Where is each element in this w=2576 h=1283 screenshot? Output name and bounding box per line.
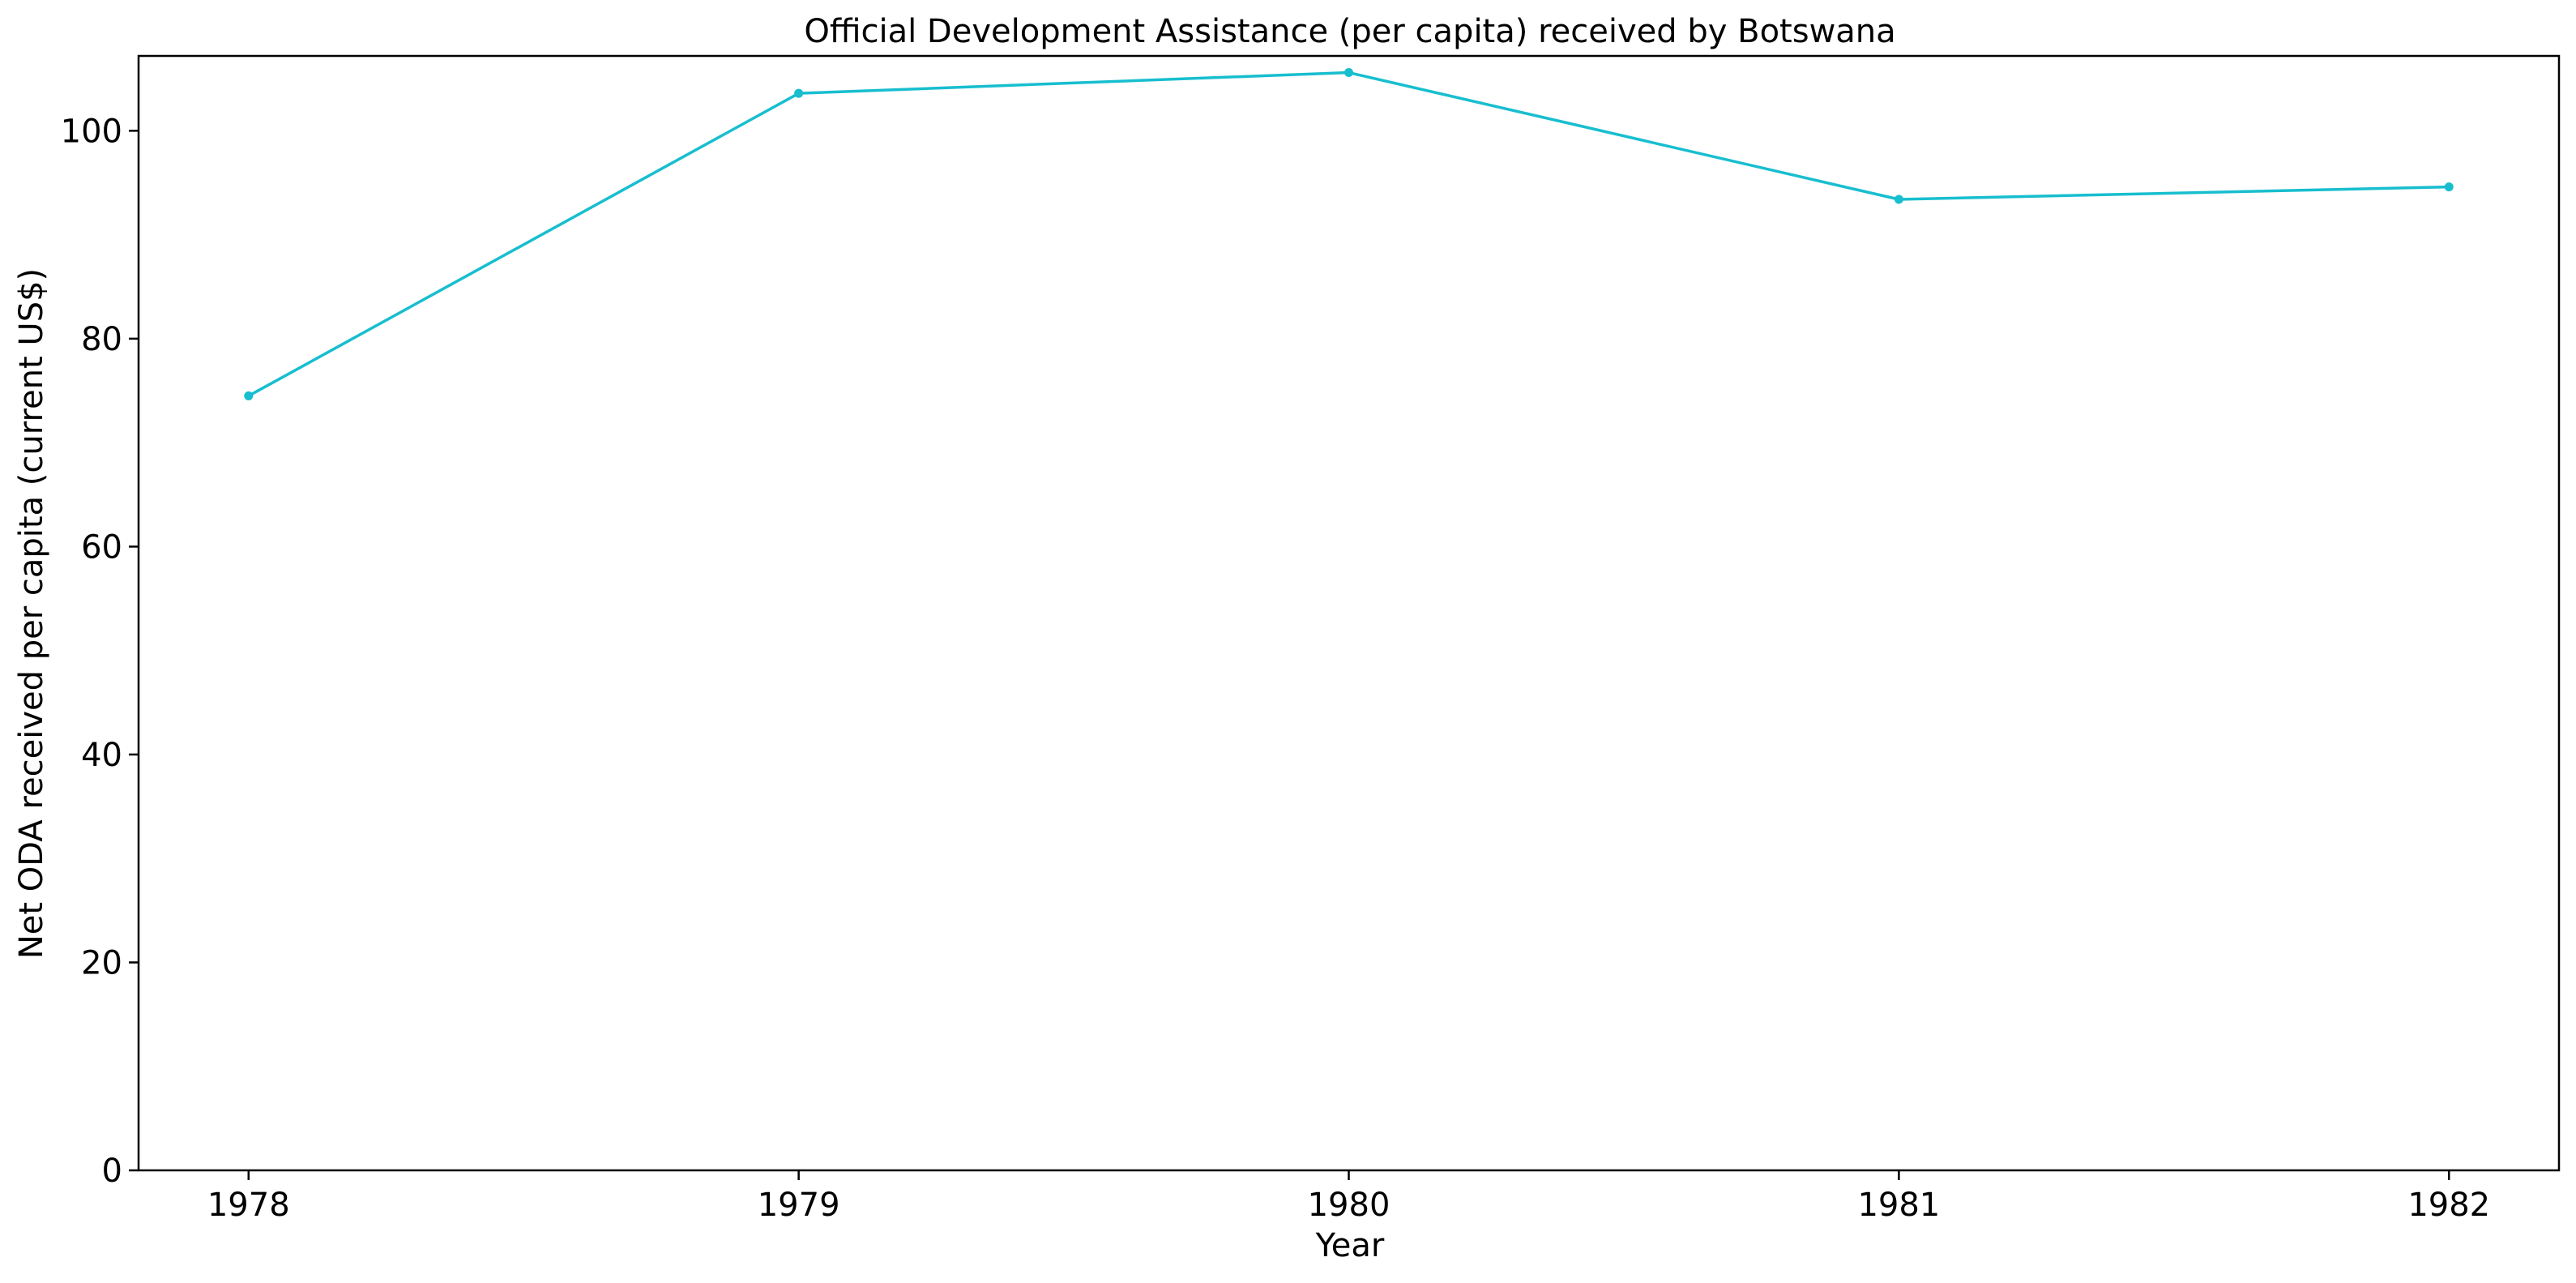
series-line — [247, 71, 2450, 398]
y-tick-label: 60 — [81, 528, 122, 566]
x-tick-label: 1979 — [758, 1187, 840, 1224]
data-point — [2444, 182, 2454, 192]
y-axis-ticks: 0 20 40 60 80 100 — [61, 113, 139, 1190]
data-point — [244, 391, 254, 400]
x-tick-label: 1981 — [1857, 1187, 1940, 1224]
plot-area-frame — [137, 54, 2561, 1172]
y-tick-label: 80 — [81, 321, 122, 358]
x-axis-ticks: 1978 1979 1980 1981 1982 — [207, 1170, 2490, 1224]
data-point — [1894, 195, 1903, 204]
y-tick-label: 100 — [61, 113, 122, 150]
series-layer — [244, 68, 2454, 400]
chart-title: Official Development Assistance (per cap… — [804, 13, 1895, 50]
x-tick-label: 1982 — [2407, 1187, 2490, 1224]
x-tick-label: 1980 — [1308, 1187, 1391, 1224]
x-tick-label: 1978 — [207, 1187, 290, 1224]
data-point — [1344, 68, 1353, 78]
y-tick-label: 20 — [81, 944, 122, 981]
y-axis-label: Net ODA received per capita (current US$… — [13, 268, 50, 959]
x-axis-label: Year — [1315, 1227, 1385, 1264]
data-point — [794, 88, 804, 98]
y-tick-label: 40 — [81, 737, 122, 774]
y-tick-label: 0 — [102, 1153, 122, 1190]
